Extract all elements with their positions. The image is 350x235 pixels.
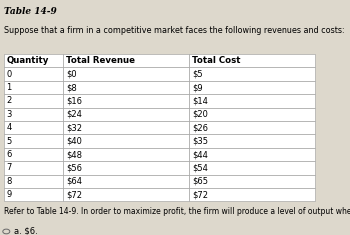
Text: 3: 3 <box>6 110 12 119</box>
Text: $35: $35 <box>192 137 208 146</box>
Text: 8: 8 <box>6 177 12 186</box>
Text: $5: $5 <box>192 70 203 79</box>
Text: Table 14-9: Table 14-9 <box>4 7 56 16</box>
Bar <box>4 134 63 148</box>
Bar <box>63 108 189 121</box>
Bar <box>189 148 315 161</box>
Text: 7: 7 <box>6 163 12 172</box>
Text: $8: $8 <box>66 83 77 92</box>
Bar <box>63 188 189 201</box>
Bar <box>189 188 315 201</box>
Bar <box>189 108 315 121</box>
Text: a. $6.: a. $6. <box>14 227 38 235</box>
Bar <box>189 175 315 188</box>
Bar <box>4 67 63 81</box>
Text: $64: $64 <box>66 177 82 186</box>
Bar <box>4 175 63 188</box>
Text: $72: $72 <box>192 190 208 199</box>
Bar <box>4 148 63 161</box>
Text: Total Cost: Total Cost <box>192 56 240 65</box>
Bar <box>4 188 63 201</box>
Bar <box>63 121 189 134</box>
Bar <box>189 94 315 108</box>
Text: $48: $48 <box>66 150 82 159</box>
Text: 2: 2 <box>6 96 12 106</box>
Text: Quantity: Quantity <box>6 56 49 65</box>
Text: Total Revenue: Total Revenue <box>66 56 135 65</box>
Bar <box>63 134 189 148</box>
Bar <box>63 67 189 81</box>
Text: $54: $54 <box>192 163 208 172</box>
Text: 4: 4 <box>6 123 12 132</box>
Bar <box>63 81 189 94</box>
Bar <box>4 161 63 175</box>
Bar <box>63 175 189 188</box>
Text: $14: $14 <box>192 96 208 106</box>
Bar <box>63 54 189 67</box>
Text: $16: $16 <box>66 96 82 106</box>
Bar <box>189 67 315 81</box>
Text: Refer to Table 14-9. In order to maximize profit, the firm will produce a level : Refer to Table 14-9. In order to maximiz… <box>4 207 350 216</box>
Bar <box>189 81 315 94</box>
Text: $9: $9 <box>192 83 203 92</box>
Text: $40: $40 <box>66 137 82 146</box>
Text: 1: 1 <box>6 83 12 92</box>
Bar <box>63 94 189 108</box>
Bar <box>189 161 315 175</box>
Text: $32: $32 <box>66 123 82 132</box>
Bar <box>4 81 63 94</box>
Bar <box>63 161 189 175</box>
Bar <box>189 134 315 148</box>
Text: Suppose that a firm in a competitive market faces the following revenues and cos: Suppose that a firm in a competitive mar… <box>4 26 344 35</box>
Bar <box>4 94 63 108</box>
Bar <box>4 121 63 134</box>
Text: $65: $65 <box>192 177 208 186</box>
Text: $0: $0 <box>66 70 77 79</box>
Bar <box>63 148 189 161</box>
Text: 5: 5 <box>6 137 12 146</box>
Bar <box>4 54 63 67</box>
Text: 6: 6 <box>6 150 12 159</box>
Text: 9: 9 <box>6 190 12 199</box>
Text: $72: $72 <box>66 190 82 199</box>
Text: $20: $20 <box>192 110 208 119</box>
Text: $26: $26 <box>192 123 208 132</box>
Bar <box>189 54 315 67</box>
Text: $56: $56 <box>66 163 82 172</box>
Bar <box>189 121 315 134</box>
Text: $44: $44 <box>192 150 208 159</box>
Text: 0: 0 <box>6 70 12 79</box>
Text: $24: $24 <box>66 110 82 119</box>
Bar <box>4 108 63 121</box>
